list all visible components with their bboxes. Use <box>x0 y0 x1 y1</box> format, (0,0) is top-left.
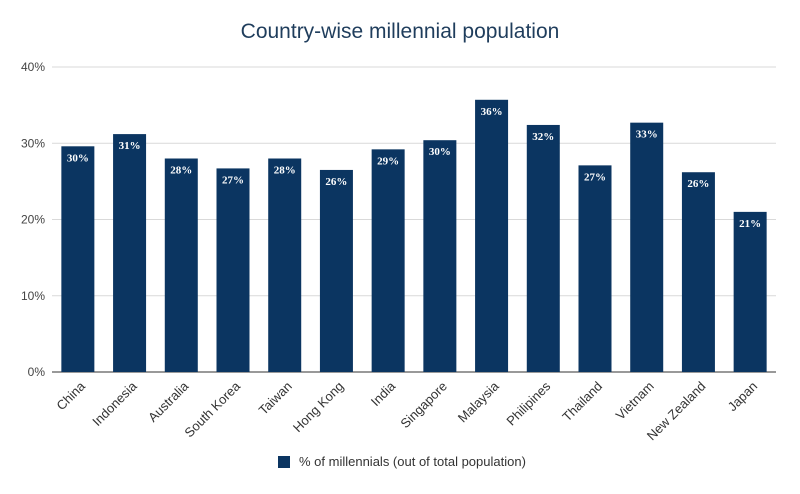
bar <box>164 158 198 372</box>
data-label: 31% <box>119 140 141 152</box>
y-tick-label: 20% <box>21 213 45 227</box>
x-tick-label: Singapore <box>397 379 450 432</box>
data-label: 33% <box>636 129 658 141</box>
x-tick-label: China <box>53 378 88 413</box>
y-tick-label: 0% <box>28 365 46 379</box>
x-tick-label: Vietnam <box>613 379 657 423</box>
legend-swatch <box>278 455 290 468</box>
bar <box>113 134 147 372</box>
bar <box>268 158 302 372</box>
x-tick-label: Japan <box>725 379 761 415</box>
legend-label: % of millennials (out of total populatio… <box>299 454 526 469</box>
bar <box>578 165 612 372</box>
data-label: 30% <box>67 152 89 164</box>
x-tick-label: Malaysia <box>455 378 502 425</box>
bar <box>630 122 664 372</box>
data-label: 21% <box>739 218 761 230</box>
bar <box>216 168 250 372</box>
legend: % of millennials (out of total populatio… <box>278 454 526 469</box>
gridlines <box>52 66 776 373</box>
y-tick-label: 40% <box>21 60 45 74</box>
data-label: 27% <box>222 174 244 186</box>
x-tick-label: India <box>368 378 399 409</box>
data-label: 28% <box>274 165 296 177</box>
bar <box>733 211 767 372</box>
x-tick-label: Hong Kong <box>290 379 347 436</box>
y-tick-label: 30% <box>21 136 45 150</box>
data-label: 26% <box>325 176 347 188</box>
bar <box>475 99 509 372</box>
data-label: 27% <box>584 171 606 183</box>
data-label: 29% <box>377 155 399 167</box>
bars <box>61 99 767 372</box>
data-labels: 30% 31% 28% 27% 28% 26% 29% 30% 36% 32% 27% 33% 26% 2… <box>67 106 761 230</box>
data-label: 28% <box>170 165 192 177</box>
bar <box>371 149 405 372</box>
data-label: 32% <box>532 131 554 143</box>
bar <box>319 169 353 372</box>
bar <box>681 172 715 372</box>
data-label: 30% <box>429 146 451 158</box>
x-tick-label: South Korea <box>181 378 243 440</box>
x-tick-label: Australia <box>145 378 192 425</box>
data-label: 36% <box>481 106 503 118</box>
x-tick-label: Taiwan <box>256 379 295 418</box>
y-axis-ticks: 0% 10% 20% 30% 40% <box>21 60 45 379</box>
bar <box>423 140 457 372</box>
bar <box>61 146 95 372</box>
y-tick-label: 10% <box>21 289 45 303</box>
x-tick-label: Indonesia <box>89 378 140 429</box>
x-tick-label: Thailand <box>559 379 605 425</box>
data-label: 26% <box>687 178 709 190</box>
bar <box>526 124 560 372</box>
chart-title: Country-wise millennial population <box>240 20 560 43</box>
x-tick-label: Philipines <box>503 378 553 428</box>
